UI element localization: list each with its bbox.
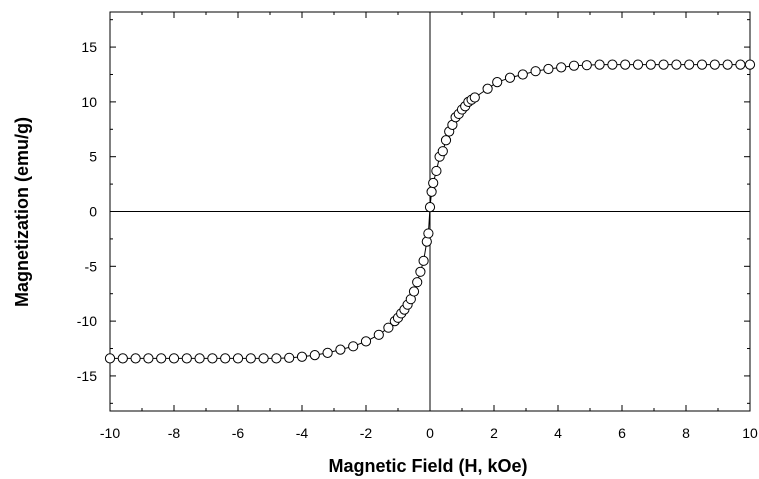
data-point	[408, 286, 420, 297]
x-tick-label: 8	[682, 425, 690, 441]
data-point	[117, 353, 128, 364]
data-point	[426, 186, 437, 197]
data-point	[632, 59, 644, 70]
data-point	[207, 353, 218, 364]
data-point	[104, 353, 116, 364]
data-point	[232, 353, 244, 364]
x-tick-label: 4	[554, 425, 562, 441]
tick-labels-layer: -10 -8 -6 -4 -2 0 2 4 6 8 10 -15 -10 -5 0 5 10 15	[77, 39, 758, 441]
x-tick-label: -8	[168, 425, 181, 441]
data-point	[620, 59, 631, 70]
data-point	[181, 353, 192, 364]
data-point	[607, 59, 618, 70]
data-point	[245, 353, 256, 364]
data-point	[284, 352, 295, 363]
data-point	[415, 266, 426, 277]
x-tick-label: 0	[426, 425, 434, 441]
x-tick-label: -2	[360, 425, 373, 441]
x-axis-title: Magnetic Field (H, kOe)	[328, 456, 527, 476]
axes-layer	[109, 11, 751, 412]
x-tick-label: -10	[100, 425, 120, 441]
data-point	[482, 83, 493, 94]
data-point	[421, 236, 432, 247]
data-point	[517, 69, 528, 80]
data-point	[423, 228, 434, 239]
data-point	[431, 165, 442, 177]
data-point	[658, 59, 669, 70]
data-point	[271, 353, 282, 364]
data-point	[581, 60, 592, 71]
data-point	[568, 60, 580, 71]
data-point	[360, 336, 372, 347]
data-point	[428, 177, 439, 189]
x-tick-label: 10	[742, 425, 758, 441]
y-tick-label: -10	[77, 313, 97, 329]
data-point	[722, 59, 733, 70]
data-point	[709, 59, 720, 70]
y-tick-label: -15	[77, 368, 97, 384]
data-point	[437, 146, 448, 157]
data-point	[594, 59, 605, 70]
data-point	[556, 62, 567, 73]
data-point	[168, 353, 180, 364]
data-point	[645, 59, 656, 70]
data-point	[309, 349, 320, 361]
data-point	[348, 341, 359, 352]
data-point	[258, 353, 269, 364]
data-point	[543, 63, 554, 75]
data-point	[296, 351, 308, 362]
data-point	[335, 344, 346, 355]
x-tick-label: 2	[490, 425, 498, 441]
data-point	[469, 92, 480, 103]
data-point	[418, 255, 429, 266]
data-point	[373, 329, 384, 340]
data-point	[530, 66, 541, 77]
data-point	[492, 77, 503, 88]
data-point	[440, 135, 452, 146]
data-point	[735, 59, 746, 70]
y-tick-label: 0	[89, 204, 97, 220]
data-point	[744, 59, 756, 70]
data-point	[412, 277, 423, 288]
x-tick-label: -4	[296, 425, 309, 441]
data-point	[156, 353, 167, 364]
y-tick-label: 10	[81, 94, 97, 110]
data-point	[194, 353, 205, 364]
y-tick-label: 15	[81, 39, 97, 55]
data-point	[130, 353, 141, 364]
x-tick-label: 6	[618, 425, 626, 441]
data-point	[696, 59, 708, 70]
data-point	[424, 202, 436, 213]
data-point	[671, 59, 682, 70]
data-point	[143, 353, 154, 364]
y-tick-label: 5	[89, 149, 97, 165]
data-point	[383, 322, 394, 333]
data-points-layer	[104, 59, 756, 364]
data-point	[684, 59, 695, 70]
data-point	[504, 72, 516, 83]
data-point	[322, 347, 333, 359]
y-tick-label: -5	[85, 258, 98, 274]
x-tick-label: -6	[232, 425, 245, 441]
y-axis-title: Magnetization (emu/g)	[12, 117, 32, 307]
data-point	[220, 353, 231, 364]
